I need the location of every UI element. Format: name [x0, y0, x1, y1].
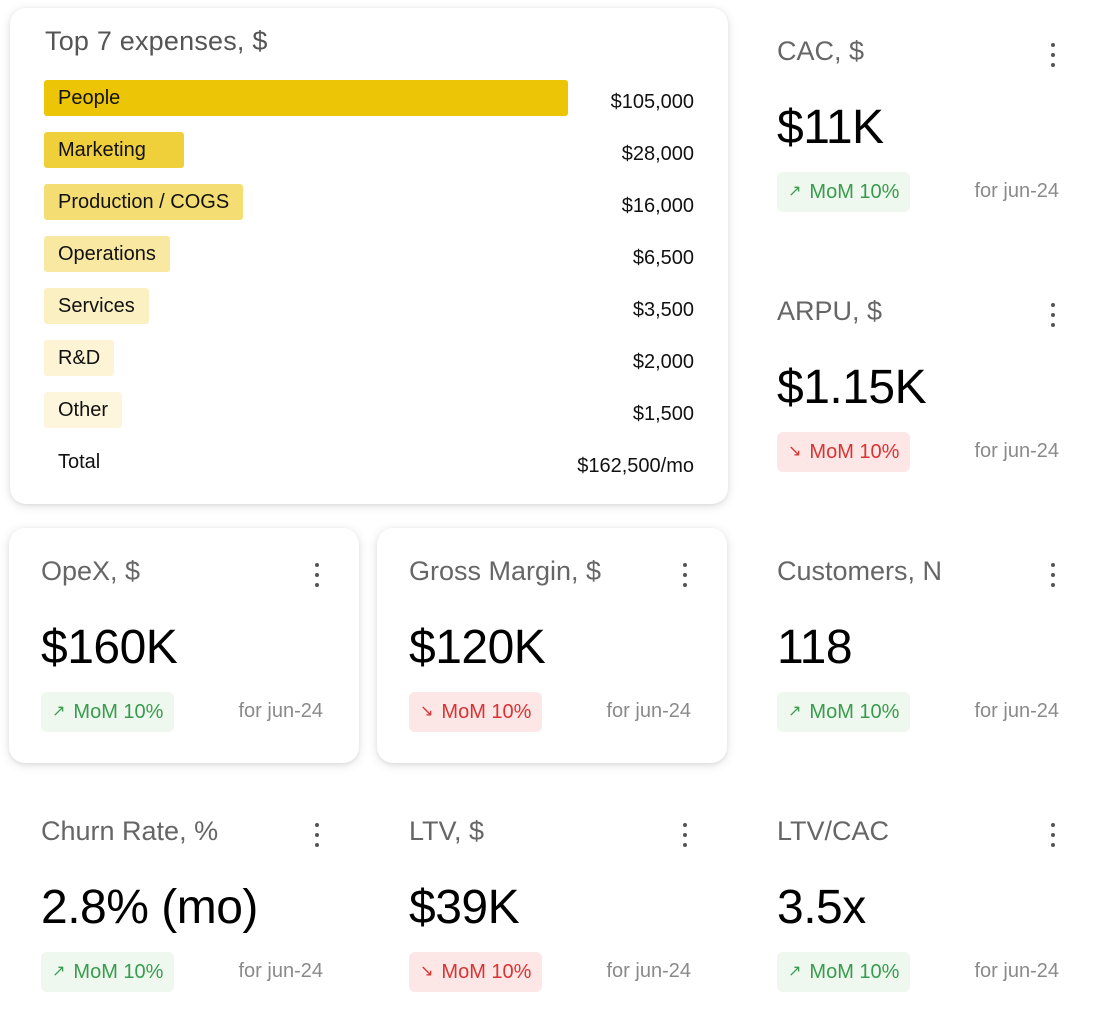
expense-row-services: Services $3,500 [44, 288, 694, 324]
expense-bar [44, 80, 568, 116]
expense-bar [44, 132, 184, 168]
mom-badge-label: MoM 10% [73, 961, 164, 983]
mom-badge: ↘ MoM 10% [409, 692, 543, 732]
metric-period: for jun-24 [974, 960, 1060, 982]
mom-badge: ↘ MoM 10% [409, 952, 543, 992]
metric-card-ltv-cac: LTV/CAC 3.5x ↗ MoM 10% for jun-24 [745, 788, 1095, 1020]
metric-title: LTV/CAC [777, 816, 890, 846]
arrow-up-right-icon: ↗ [788, 183, 802, 200]
expenses-title: Top 7 expenses, $ [45, 26, 268, 56]
arrow-down-right-icon: ↘ [420, 703, 434, 720]
expense-value: $1,500 [632, 403, 694, 425]
expense-row-rnd: R&D $2,000 [44, 340, 694, 376]
top-expenses-card: Top 7 expenses, $ People $105,000 Market… [10, 8, 728, 504]
arrow-down-right-icon: ↘ [420, 963, 434, 980]
expense-row-operations: Operations $6,500 [44, 236, 694, 272]
expense-row-people: People $105,000 [44, 80, 694, 116]
metric-title: CAC, $ [777, 36, 865, 66]
kebab-menu-icon[interactable] [1043, 40, 1063, 70]
expense-label: Other [58, 399, 109, 421]
mom-badge: ↘ MoM 10% [777, 432, 911, 472]
mom-badge-label: MoM 10% [441, 701, 532, 723]
expenses-total-value: $162,500/mo [577, 455, 694, 477]
metric-value: 2.8% (mo) [41, 881, 258, 934]
metric-card-customers: Customers, N 118 ↗ MoM 10% for jun-24 [745, 528, 1095, 763]
arrow-up-right-icon: ↗ [788, 703, 802, 720]
mom-badge: ↗ MoM 10% [41, 692, 175, 732]
mom-badge: ↗ MoM 10% [777, 952, 911, 992]
metric-period: for jun-24 [238, 700, 324, 722]
expense-bar [44, 340, 114, 376]
expense-value: $6,500 [632, 247, 694, 269]
kebab-menu-icon[interactable] [307, 560, 327, 590]
kebab-menu-icon[interactable] [1043, 560, 1063, 590]
expense-value: $2,000 [632, 351, 694, 373]
expense-bar [44, 288, 149, 324]
expense-label: Marketing [58, 139, 146, 161]
metric-value: $39K [409, 881, 520, 934]
expenses-total-label: Total [58, 451, 101, 473]
metric-title: Gross Margin, $ [409, 556, 602, 586]
arrow-up-right-icon: ↗ [52, 963, 66, 980]
metric-card-gross-margin: Gross Margin, $ $120K ↘ MoM 10% for jun-… [377, 528, 727, 763]
mom-badge-label: MoM 10% [809, 181, 900, 203]
metric-card-churn-rate: Churn Rate, % 2.8% (mo) ↗ MoM 10% for ju… [9, 788, 359, 1020]
mom-badge-label: MoM 10% [809, 701, 900, 723]
mom-badge: ↗ MoM 10% [41, 952, 175, 992]
expense-value: $16,000 [621, 195, 694, 217]
metric-title: LTV, $ [409, 816, 485, 846]
mom-badge-label: MoM 10% [809, 441, 900, 463]
kebab-menu-icon[interactable] [675, 560, 695, 590]
metric-period: for jun-24 [974, 180, 1060, 202]
mom-badge: ↗ MoM 10% [777, 172, 911, 212]
expense-bar [44, 184, 243, 220]
kebab-menu-icon[interactable] [307, 820, 327, 850]
metric-period: for jun-24 [974, 700, 1060, 722]
metric-value: $1.15K [777, 361, 927, 414]
metric-title: Churn Rate, % [41, 816, 219, 846]
metric-period: for jun-24 [974, 440, 1060, 462]
expense-row-total: Total $162,500/mo [44, 444, 694, 480]
metric-period: for jun-24 [606, 700, 692, 722]
metric-card-arpu: ARPU, $ $1.15K ↘ MoM 10% for jun-24 [745, 268, 1095, 518]
metric-card-cac: CAC, $ $11K ↗ MoM 10% for jun-24 [745, 8, 1095, 258]
metric-title: ARPU, $ [777, 296, 883, 326]
expense-value: $3,500 [632, 299, 694, 321]
expense-label: Operations [58, 243, 156, 265]
expense-row-other: Other $1,500 [44, 392, 694, 428]
metric-period: for jun-24 [606, 960, 692, 982]
metric-card-opex: OpeX, $ $160K ↗ MoM 10% for jun-24 [9, 528, 359, 763]
kebab-menu-icon[interactable] [675, 820, 695, 850]
kebab-menu-icon[interactable] [1043, 820, 1063, 850]
metric-period: for jun-24 [238, 960, 324, 982]
arrow-up-right-icon: ↗ [788, 963, 802, 980]
expense-label: R&D [58, 347, 101, 369]
expense-value: $105,000 [610, 91, 694, 113]
metric-title: Customers, N [777, 556, 943, 586]
expense-row-marketing: Marketing $28,000 [44, 132, 694, 168]
arrow-up-right-icon: ↗ [52, 703, 66, 720]
expense-label: Services [58, 295, 135, 317]
expense-label: People [58, 87, 121, 109]
expense-row-production: Production / COGS $16,000 [44, 184, 694, 220]
mom-badge-label: MoM 10% [809, 961, 900, 983]
mom-badge-label: MoM 10% [73, 701, 164, 723]
metric-value: $160K [41, 621, 178, 674]
metric-value: $11K [777, 101, 884, 154]
expense-bar [44, 392, 122, 428]
metric-title: OpeX, $ [41, 556, 141, 586]
kebab-menu-icon[interactable] [1043, 300, 1063, 330]
mom-badge: ↗ MoM 10% [777, 692, 911, 732]
expense-bar [44, 236, 170, 272]
metric-value: 118 [777, 621, 853, 674]
expense-value: $28,000 [621, 143, 694, 165]
metric-value: 3.5x [777, 881, 866, 934]
arrow-down-right-icon: ↘ [788, 443, 802, 460]
metric-card-ltv: LTV, $ $39K ↘ MoM 10% for jun-24 [377, 788, 727, 1020]
mom-badge-label: MoM 10% [441, 961, 532, 983]
metric-value: $120K [409, 621, 546, 674]
expense-label: Production / COGS [58, 191, 230, 213]
